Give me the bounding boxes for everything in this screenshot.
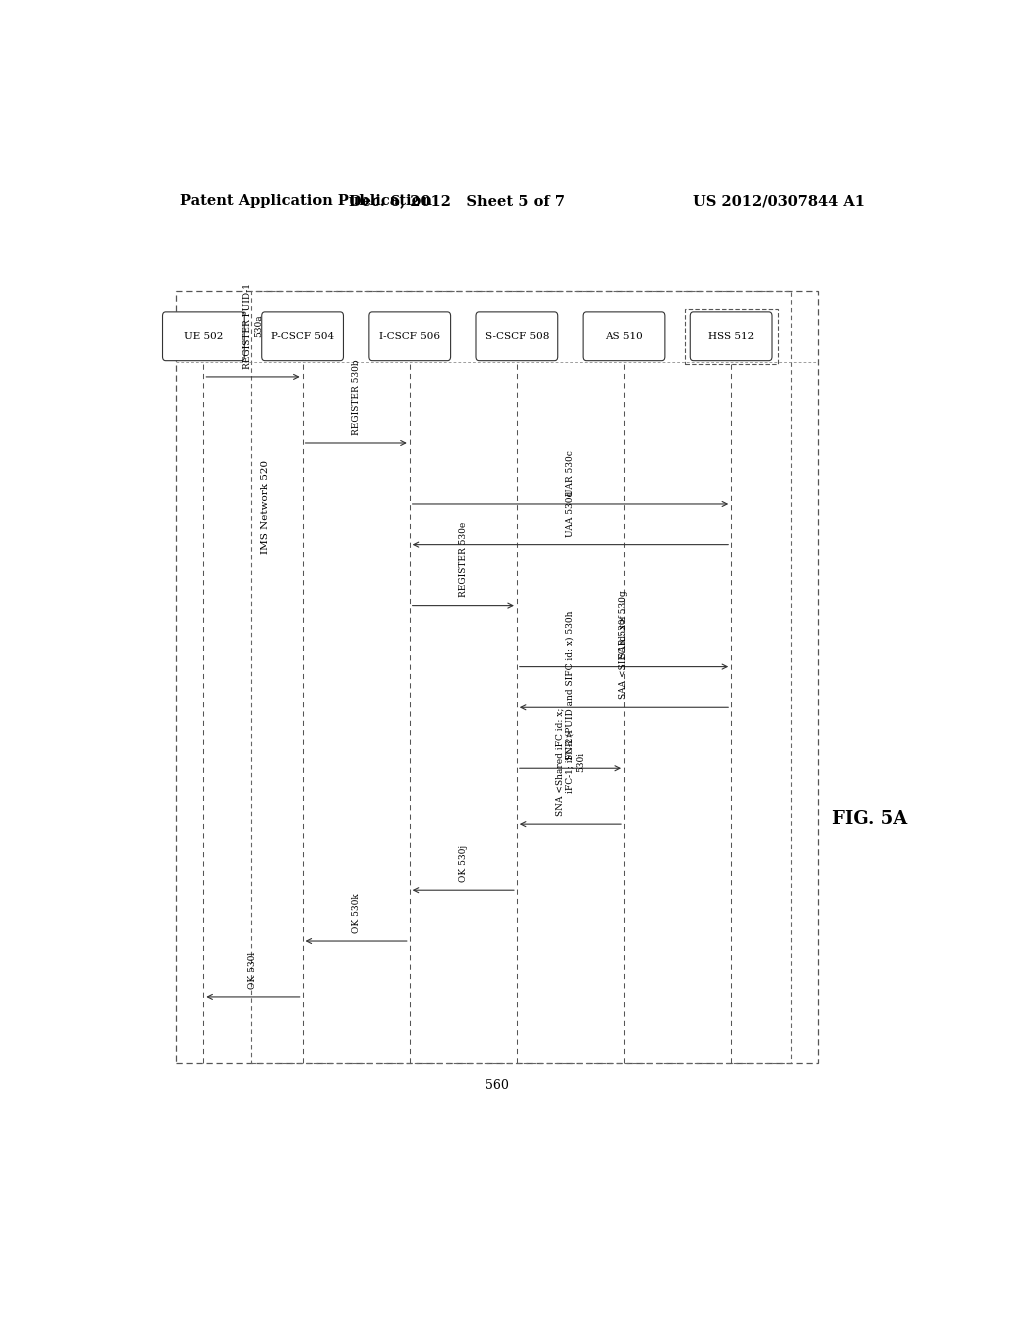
FancyBboxPatch shape (262, 312, 343, 360)
FancyBboxPatch shape (690, 312, 772, 360)
FancyBboxPatch shape (163, 312, 245, 360)
Bar (176, 290, 818, 1063)
Text: UAR 530c: UAR 530c (566, 450, 574, 496)
Text: OK 530l: OK 530l (249, 952, 257, 989)
Text: FIG. 5A: FIG. 5A (833, 810, 907, 828)
Text: Patent Application Publication: Patent Application Publication (179, 194, 431, 209)
Text: IMS Network 520: IMS Network 520 (260, 459, 269, 554)
Text: OK 530j: OK 530j (459, 845, 468, 882)
FancyBboxPatch shape (583, 312, 665, 360)
Text: UAA 530d: UAA 530d (566, 490, 574, 536)
Text: UE 502: UE 502 (183, 331, 223, 341)
Bar (251, 290, 791, 1063)
Text: I-CSCF 506: I-CSCF 506 (379, 331, 440, 341)
Text: 560: 560 (485, 1078, 509, 1092)
Text: SAA <SIFC id: x> 530g: SAA <SIFC id: x> 530g (620, 590, 629, 700)
Text: AS 510: AS 510 (605, 331, 643, 341)
Text: Dec. 6, 2012   Sheet 5 of 7: Dec. 6, 2012 Sheet 5 of 7 (349, 194, 565, 209)
Text: P-CSCF 504: P-CSCF 504 (271, 331, 334, 341)
Text: S-CSCF 508: S-CSCF 508 (484, 331, 549, 341)
Text: SNA <Shared iFC id: x;
iFC-1; iFC-2>
530i: SNA <Shared iFC id: x; iFC-1; iFC-2> 530… (556, 708, 586, 816)
Text: REGISTER 530e: REGISTER 530e (459, 523, 468, 598)
Text: HSS 512: HSS 512 (708, 331, 755, 341)
FancyBboxPatch shape (476, 312, 558, 360)
Text: SNR (PUID and SIFC id: x) 530h: SNR (PUID and SIFC id: x) 530h (566, 611, 574, 760)
Bar (685, 309, 777, 364)
Text: REGISTER 530b: REGISTER 530b (351, 359, 360, 434)
Text: REGISTER PUID-1
530a: REGISTER PUID-1 530a (244, 282, 263, 368)
Text: SAR 530f: SAR 530f (620, 615, 629, 659)
Text: US 2012/0307844 A1: US 2012/0307844 A1 (693, 194, 864, 209)
Text: OK 530k: OK 530k (351, 894, 360, 933)
FancyBboxPatch shape (369, 312, 451, 360)
